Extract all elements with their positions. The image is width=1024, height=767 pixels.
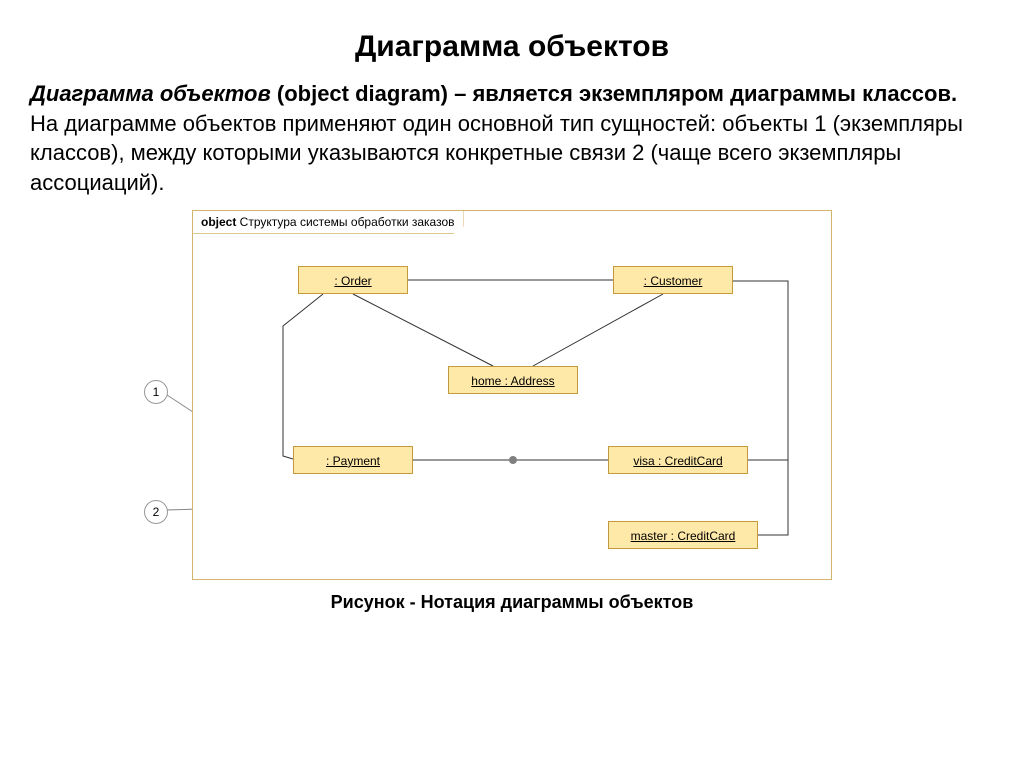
frame-tab: object Структура системы обработки заказ… [192, 210, 464, 234]
definition-term: Диаграмма объектов [30, 81, 271, 106]
diagram-frame: object Структура системы обработки заказ… [192, 210, 832, 580]
definition-rest: (object diagram) – является экземпляром … [271, 81, 957, 106]
uml-object-visa: visa : CreditCard [608, 446, 748, 474]
edge-customer-address [533, 294, 663, 366]
callout-2: 2 [144, 500, 168, 524]
page-title: Диаграмма объектов [30, 30, 994, 64]
uml-object-order: : Order [298, 266, 408, 294]
description-text: На диаграмме объектов применяют один осн… [30, 111, 963, 195]
definition-paragraph: Диаграмма объектов (object diagram) – яв… [30, 79, 994, 109]
edge-customer-visa [733, 281, 788, 460]
figure-caption: Рисунок - Нотация диаграммы объектов [30, 592, 994, 613]
uml-object-payment: : Payment [293, 446, 413, 474]
frame-tab-rest: Структура системы обработки заказов [236, 215, 454, 229]
frame-tab-prefix: object [201, 215, 236, 229]
edge-order-payment [283, 294, 323, 459]
uml-object-master: master : CreditCard [608, 521, 758, 549]
uml-object-address: home : Address [448, 366, 578, 394]
edge-customer-master [758, 460, 788, 535]
diagram-container: object Структура системы обработки заказ… [132, 210, 892, 580]
description-paragraph: На диаграмме объектов применяют один осн… [30, 109, 994, 198]
junction-dot [509, 456, 517, 464]
uml-object-customer: : Customer [613, 266, 733, 294]
edge-order-address [353, 294, 493, 366]
callout-1: 1 [144, 380, 168, 404]
